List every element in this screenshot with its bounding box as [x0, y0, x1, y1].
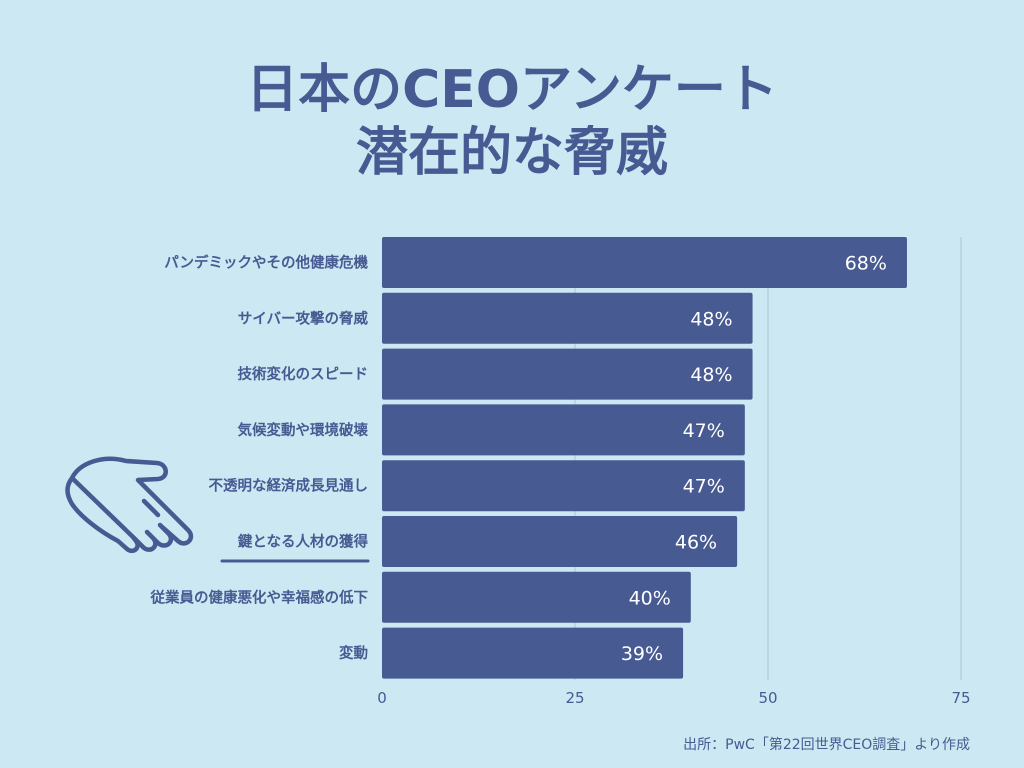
bar-value-label: 68% — [845, 253, 887, 275]
category-labels: パンデミックやその他健康危機サイバー攻撃の脅威技術変化のスピード気候変動や環境破… — [150, 254, 369, 663]
bar-value-label: 47% — [683, 420, 725, 442]
category-label: 鍵となる人材の獲得 — [238, 533, 369, 551]
bar — [382, 237, 907, 288]
bar — [382, 571, 691, 623]
page-title: 日本のCEOアンケート — [246, 60, 778, 120]
bar — [382, 516, 738, 567]
x-axis-ticks: 0 25 50 75 — [377, 689, 970, 707]
bar-value-label: 48% — [690, 364, 732, 386]
category-label: 不透明な経済成長見通し — [209, 477, 369, 495]
category-label: パンデミックやその他健康危機 — [164, 254, 368, 272]
bar — [382, 404, 745, 456]
x-tick-label: 25 — [565, 689, 584, 707]
x-tick-label: 50 — [758, 689, 777, 707]
bar-value-label: 46% — [675, 532, 717, 554]
category-label: 従業員の健康悪化や幸福感の低下 — [150, 588, 369, 606]
x-tick-label: 0 — [377, 689, 387, 707]
source-note: 出所：PwC「第22回世界CEO調査」より作成 — [683, 737, 970, 753]
category-label: 変動 — [339, 644, 368, 662]
category-label: サイバー攻撃の脅威 — [238, 309, 369, 327]
category-label: 技術変化のスピード — [238, 365, 369, 383]
bar — [382, 348, 753, 400]
bar-value-label: 48% — [690, 308, 732, 330]
bar — [382, 627, 684, 679]
bar-value-label: 39% — [621, 643, 663, 665]
pointing-hand-icon — [65, 456, 194, 554]
bar — [382, 460, 745, 512]
page-subtitle: 潜在的な脅威 — [355, 123, 668, 183]
bar-value-label: 40% — [629, 587, 671, 609]
bar — [382, 292, 753, 344]
bar-value-label: 47% — [683, 476, 725, 498]
bars: 68% 48% 48% 47% 47% 46% 40% 39% — [382, 237, 907, 679]
x-tick-label: 75 — [951, 689, 970, 707]
category-label: 気候変動や環境破壊 — [238, 421, 369, 439]
